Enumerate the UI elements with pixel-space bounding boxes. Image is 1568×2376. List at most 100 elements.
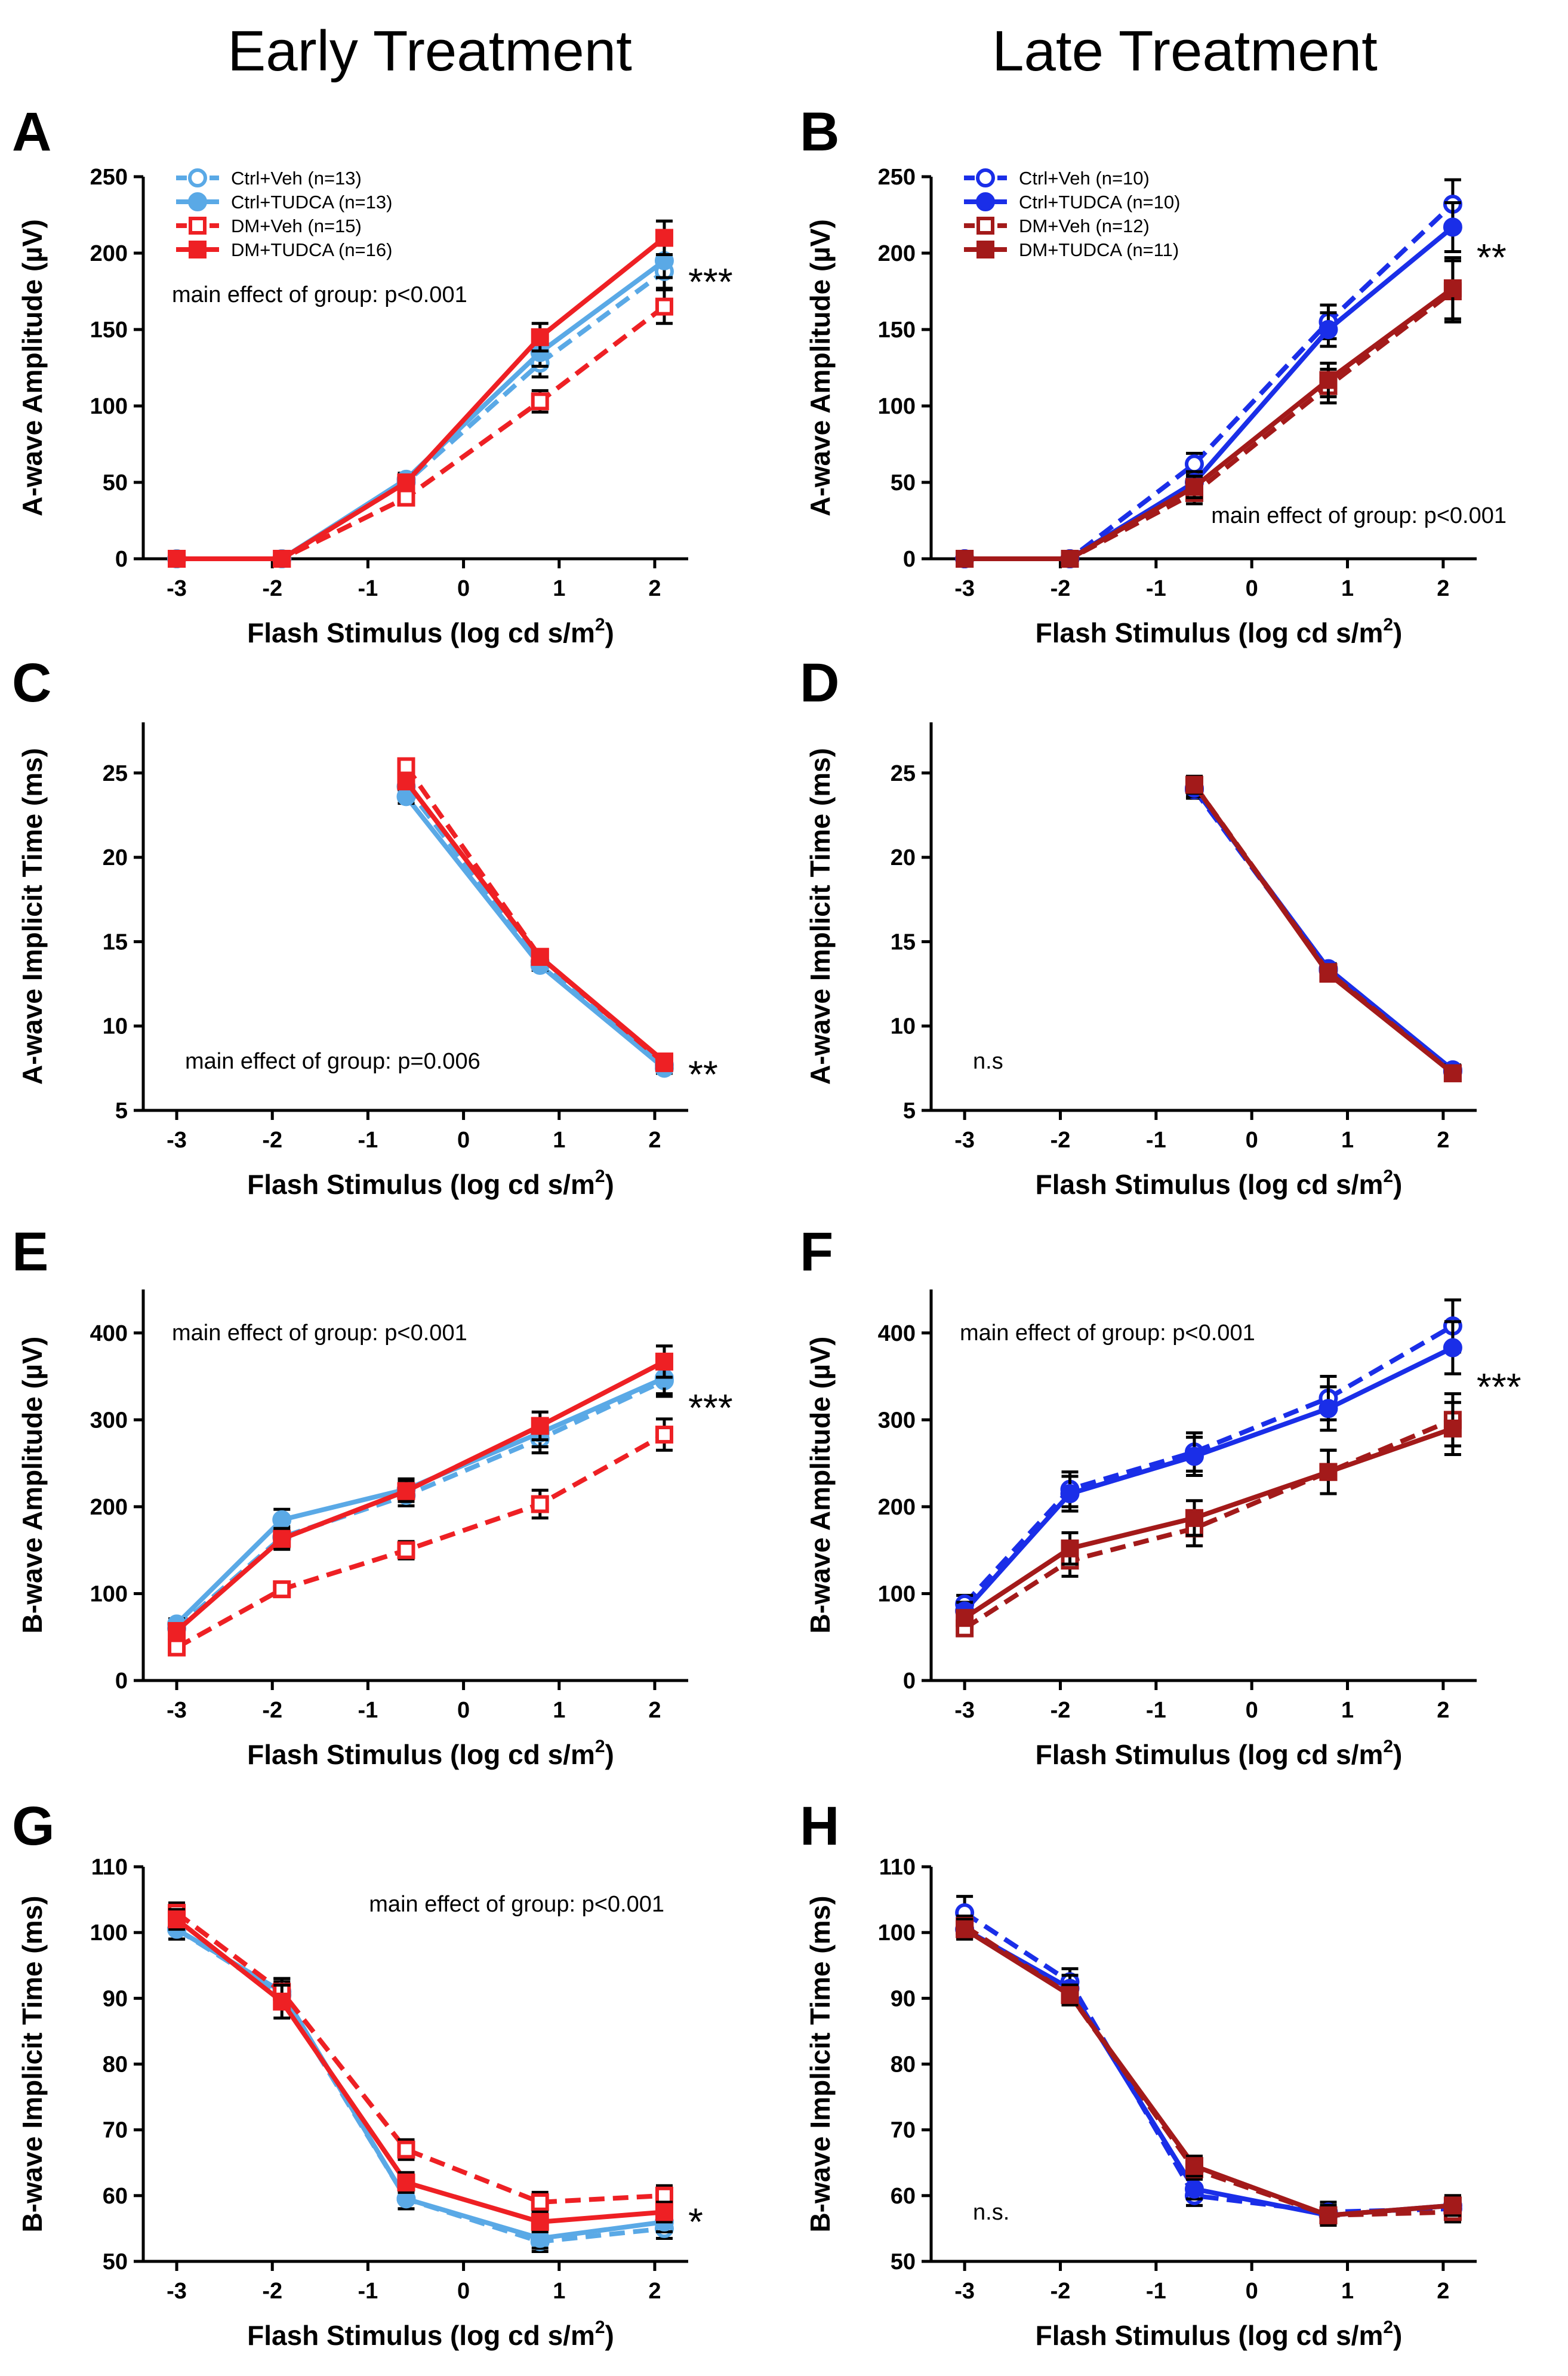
series-line [965, 202, 1455, 561]
data-point [531, 2193, 549, 2211]
series-line [175, 1378, 666, 1630]
data-point [1319, 2206, 1338, 2224]
x-tick-label: 2 [1437, 1128, 1449, 1153]
y-tick-label: 50 [103, 2249, 128, 2275]
y-axis-label: B-wave Amplitude (µV) [805, 1337, 836, 1634]
x-tick-label: -1 [358, 576, 378, 601]
x-tick-label: 0 [1246, 1128, 1258, 1153]
data-point [1185, 775, 1203, 794]
legend: Ctrl+Veh (n=13) Ctrl+TUDCA (n=13) DM+Veh (… [176, 168, 392, 260]
x-tick-label: -1 [358, 1698, 378, 1723]
significance-stars: ** [1477, 236, 1507, 279]
legend-marker [189, 217, 207, 235]
x-tick-label: 0 [457, 2279, 470, 2304]
legend-marker [976, 168, 995, 187]
panel-letter: H [800, 1796, 839, 1857]
panel-b: B 0 50 100 150 200 250 -3 -2 -1 0 1 2 Flash Stimulus … [800, 101, 1507, 648]
series-dm-tudca-n-11 [956, 256, 1462, 568]
y-tick-label: 50 [103, 470, 128, 495]
x-tick-label: 1 [553, 1698, 565, 1723]
x-tick-label: 2 [1437, 2279, 1449, 2304]
legend-entry: DM+TUDCA (n=11) [1019, 239, 1179, 260]
y-tick-label: 0 [903, 1669, 916, 1694]
y-tick-label: 110 [879, 1855, 916, 1880]
data-point [273, 1992, 291, 2011]
data-point [397, 772, 415, 790]
panel-letter: B [800, 101, 839, 162]
x-tick-label: 2 [648, 576, 661, 601]
y-tick-label: 400 [90, 1321, 128, 1346]
data-point [531, 1495, 549, 1513]
panel-letter: C [12, 653, 51, 713]
y-tick-label: 20 [103, 845, 128, 870]
legend-marker [189, 241, 207, 258]
y-tick-label: 100 [878, 1921, 916, 1946]
x-tick-label: -3 [954, 1698, 975, 1723]
series-dm-tudca-n-16 [168, 219, 673, 568]
series-dm-tudca [956, 1401, 1462, 1627]
y-tick-label: 50 [891, 470, 916, 495]
y-axis-label: B-wave Implicit Time (ms) [17, 1895, 48, 2232]
data-point [1185, 478, 1203, 496]
x-tick-label: 0 [457, 1128, 470, 1153]
group-effect-annotation: n.s [973, 1049, 1003, 1074]
series-ctrl-veh [1184, 780, 1462, 1081]
data-point [273, 550, 291, 568]
series-line [175, 1910, 665, 2205]
legend-marker [188, 168, 207, 187]
series-line [404, 780, 666, 1064]
x-tick-label: -2 [262, 2279, 282, 2304]
data-point [397, 2173, 415, 2192]
group-effect-annotation: main effect of group: p=0.006 [185, 1049, 480, 1074]
series-dm-veh [956, 1915, 1462, 2227]
x-axis-label: Flash Stimulus (log cd s/m2) [1036, 2317, 1403, 2351]
y-axis-label: A-wave Implicit Time (ms) [17, 748, 48, 1085]
y-tick-label: 20 [891, 845, 916, 870]
y-tick-label: 15 [103, 930, 128, 955]
y-axis-label: A-wave Amplitude (µV) [805, 219, 836, 516]
x-tick-label: -2 [262, 1698, 282, 1723]
y-tick-label: 150 [878, 318, 916, 343]
y-tick-label: 60 [891, 2184, 916, 2209]
series-line [1192, 783, 1455, 1075]
data-point [397, 1482, 415, 1500]
panel-letter: G [12, 1796, 55, 1857]
y-tick-label: 50 [891, 2249, 916, 2275]
data-point [655, 1352, 673, 1371]
series-dm-veh [397, 757, 673, 1072]
panel-g: G 50 60 70 80 90 100 110 -3 -2 -1 0 1 2 Flash Stimulus… [12, 1796, 703, 2351]
series-ctrl-tudca [167, 1361, 674, 1634]
significance-stars: *** [688, 1386, 733, 1429]
data-point [397, 1541, 415, 1559]
y-tick-label: 5 [115, 1098, 128, 1124]
data-point [1443, 1338, 1462, 1358]
y-tick-label: 250 [90, 165, 128, 190]
x-axis-label: Flash Stimulus (log cd s/m2) [1036, 1167, 1403, 1200]
x-axis-label: Flash Stimulus (log cd s/m2) [1036, 1737, 1403, 1770]
data-point [1184, 454, 1204, 474]
x-tick-label: -1 [1146, 2279, 1166, 2304]
x-tick-label: -2 [262, 576, 282, 601]
x-tick-label: 1 [1341, 2279, 1354, 2304]
y-tick-label: 100 [878, 1581, 916, 1606]
series-dm-tudca [397, 772, 673, 1071]
x-tick-label: 1 [1341, 1128, 1354, 1153]
x-tick-label: -1 [1146, 1698, 1166, 1723]
series-dm-tudca [956, 1918, 1462, 2227]
y-tick-label: 0 [115, 547, 128, 572]
data-point [1443, 279, 1462, 297]
group-effect-annotation: main effect of group: p<0.001 [172, 1321, 467, 1346]
legend-marker [976, 217, 994, 235]
x-tick-label: -3 [167, 1698, 187, 1723]
significance-stars: *** [688, 260, 733, 303]
y-tick-label: 90 [891, 1986, 916, 2011]
x-tick-label: 2 [1437, 1698, 1449, 1723]
data-point [1061, 1986, 1079, 2004]
data-point [1443, 217, 1462, 237]
legend-entry: Ctrl+TUDCA (n=13) [231, 192, 392, 213]
series-line [175, 1359, 666, 1633]
panel-e: E 0 100 200 300 400 -3 -2 -1 0 1 2 Flash Stimulus (l… [12, 1221, 733, 1770]
series-line [1192, 788, 1455, 1074]
x-tick-label: -2 [262, 1128, 282, 1153]
